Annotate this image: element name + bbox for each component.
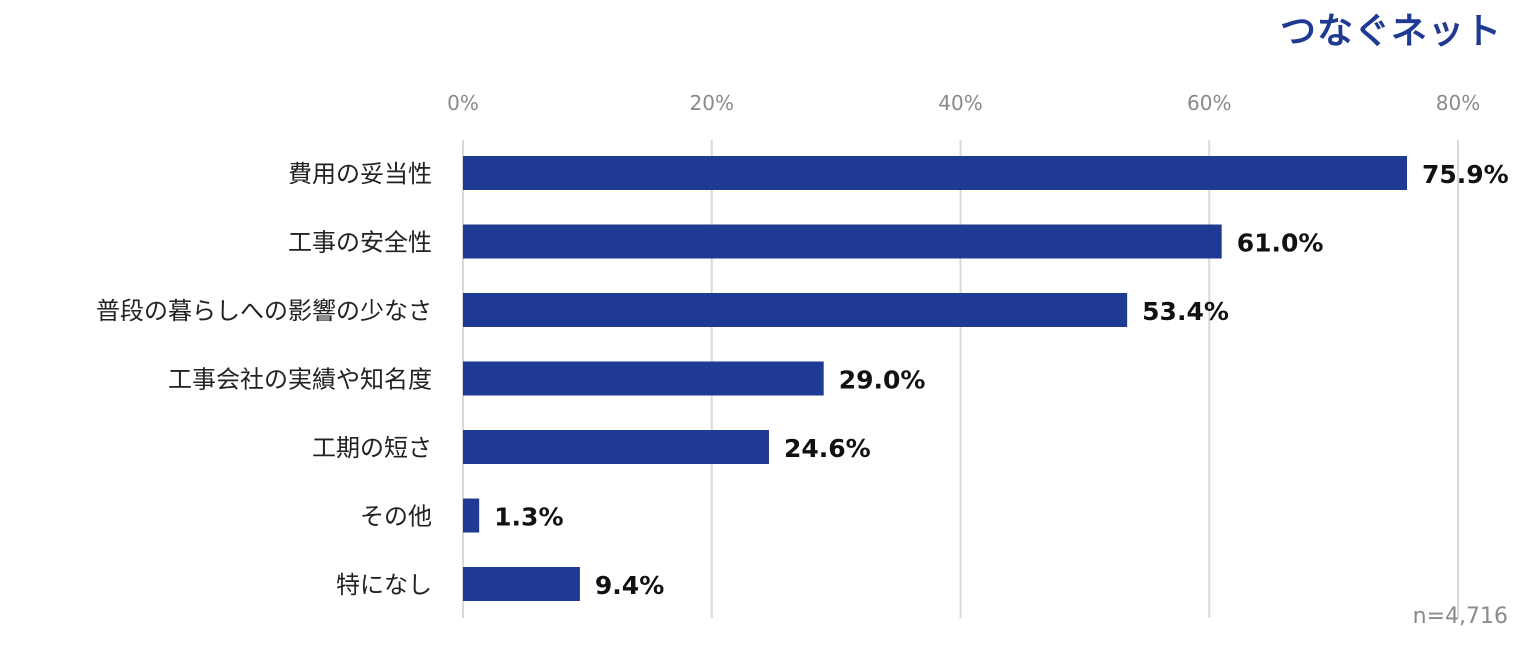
value-label: 24.6%: [784, 434, 871, 463]
bar: [463, 430, 769, 464]
x-tick-label: 80%: [1436, 91, 1480, 115]
category-label: 特になし: [336, 571, 432, 599]
bar: [463, 361, 824, 396]
brand-logo: つなぐネット: [1279, 11, 1502, 52]
category-labels: 費用の妥当性工事の安全性普段の暮らしへの影響の少なさ工事会社の実績や知名度工期の…: [96, 160, 432, 599]
category-label: 工事会社の実績や知名度: [168, 366, 432, 394]
category-label: 工事の安全性: [288, 229, 432, 257]
value-label: 9.4%: [595, 571, 664, 600]
x-tick-label: 0%: [447, 91, 479, 115]
x-tick-label: 20%: [690, 91, 734, 115]
value-label: 53.4%: [1142, 297, 1229, 326]
value-label: 61.0%: [1237, 229, 1324, 258]
bar: [463, 293, 1128, 327]
value-label: 1.3%: [494, 503, 563, 532]
category-label: その他: [360, 503, 432, 531]
category-label: 費用の妥当性: [288, 160, 432, 188]
value-labels: 75.9% 61.0% 53.4% 29.0% 24.6% 1.3% 9.4%: [494, 160, 1509, 600]
sample-size-label: n=4,716: [1412, 604, 1508, 629]
bar: [463, 156, 1408, 190]
bar: [463, 567, 580, 601]
value-label: 75.9%: [1422, 160, 1509, 189]
bar: [463, 498, 480, 533]
category-label: 工期の短さ: [312, 434, 432, 462]
category-label: 普段の暮らしへの影響の少なさ: [96, 297, 432, 325]
x-tick-label: 40%: [938, 91, 982, 115]
x-tick-label: 60%: [1187, 91, 1231, 115]
value-label: 29.0%: [839, 366, 926, 395]
x-axis-ticks: 0% 20% 40% 60% 80%: [447, 91, 1480, 115]
bar: [463, 224, 1222, 259]
bars: [463, 156, 1408, 601]
